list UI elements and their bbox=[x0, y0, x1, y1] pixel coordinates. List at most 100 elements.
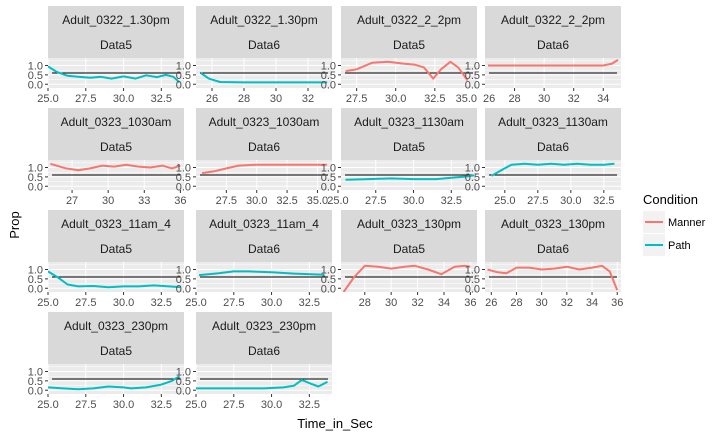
y-tick-label: 0.0 bbox=[321, 181, 336, 193]
y-tick-label: 1.0 bbox=[176, 265, 191, 277]
y-tick-label: 1.0 bbox=[28, 61, 43, 73]
y-tick-label: 1.0 bbox=[465, 163, 480, 175]
y-tick-label: 0.5 bbox=[321, 274, 336, 286]
facet-strip bbox=[48, 312, 184, 364]
facet-strip-label: Data6 bbox=[537, 140, 569, 154]
x-tick-label: 32.5 bbox=[276, 195, 297, 207]
x-tick-label: 30.0 bbox=[113, 399, 134, 411]
series-line-manner bbox=[487, 264, 619, 291]
x-tick-label: 27.5 bbox=[75, 297, 96, 309]
x-tick-label: 33 bbox=[138, 195, 150, 207]
series-line-path bbox=[345, 174, 475, 181]
facet-panel: Adult_0323_1030am Data5 0.00.51.0 27 30 33 36 bbox=[28, 108, 187, 207]
facet-strip bbox=[48, 210, 184, 262]
x-tick-label: 25.0 bbox=[37, 399, 58, 411]
series-line-manner bbox=[50, 162, 181, 172]
facet-strip bbox=[341, 210, 477, 262]
x-tick-label: 26 bbox=[206, 93, 218, 105]
facet-strip-label: Data5 bbox=[100, 140, 132, 154]
x-tick-label: 30.0 bbox=[113, 297, 134, 309]
y-tick-label: 0.5 bbox=[28, 274, 43, 286]
facet-strip bbox=[485, 6, 621, 58]
facet-strip-label: Data5 bbox=[100, 242, 132, 256]
facet-strip-label: Data5 bbox=[393, 38, 425, 52]
x-tick-label: 30.0 bbox=[113, 93, 134, 105]
series-line-path bbox=[198, 270, 325, 277]
facet-strip bbox=[341, 6, 477, 58]
x-tick-label: 32.5 bbox=[593, 195, 614, 207]
x-tick-label: 30 bbox=[102, 195, 114, 207]
facet-strip bbox=[485, 210, 621, 262]
facet-strip-label: Adult_0323_130pm bbox=[501, 217, 605, 231]
x-tick-label: 32.5 bbox=[151, 297, 172, 309]
x-tick-label: 32.5 bbox=[424, 93, 445, 105]
x-tick-label: 28 bbox=[510, 297, 522, 309]
facet-strip-label: Data6 bbox=[248, 344, 280, 358]
y-tick-label: 0.5 bbox=[465, 172, 480, 184]
x-tick-label: 34 bbox=[597, 93, 609, 105]
y-tick-label: 1.0 bbox=[321, 265, 336, 277]
x-tick-label: 25.0 bbox=[37, 297, 58, 309]
x-tick-label: 25.0 bbox=[494, 195, 515, 207]
x-tick-label: 32.5 bbox=[299, 399, 320, 411]
x-tick-label: 26 bbox=[485, 297, 497, 309]
facet-strip-label: Adult_0323_1030am bbox=[61, 115, 172, 129]
x-tick-label: 32.5 bbox=[299, 297, 320, 309]
y-tick-label: 0.0 bbox=[28, 181, 43, 193]
x-tick-label: 27.5 bbox=[527, 195, 548, 207]
facet-strip-label: Adult_0323_130pm bbox=[357, 217, 461, 231]
facet-strip-label: Adult_0322_2_2pm bbox=[357, 13, 461, 27]
x-tick-label: 28 bbox=[508, 93, 520, 105]
x-tick-label: 30.0 bbox=[261, 399, 282, 411]
x-tick-label: 30.0 bbox=[261, 297, 282, 309]
facet-strip-label: Adult_0323_230pm bbox=[64, 319, 168, 333]
x-tick-label: 28 bbox=[238, 93, 250, 105]
facet-strip-label: Adult_0323_11am_4 bbox=[209, 217, 319, 231]
y-tick-label: 1.0 bbox=[321, 163, 336, 175]
y-tick-label: 0.0 bbox=[465, 181, 480, 193]
x-tick-label: 26 bbox=[483, 93, 495, 105]
series-line-path bbox=[48, 375, 181, 391]
series-line-path bbox=[196, 378, 328, 390]
facet-strip-label: Data5 bbox=[100, 38, 132, 52]
y-tick-label: 0.0 bbox=[176, 283, 191, 295]
facet-strip-label: Data6 bbox=[248, 140, 280, 154]
facet-strip-label: Data6 bbox=[248, 242, 280, 256]
x-tick-label: 27 bbox=[66, 195, 78, 207]
x-tick-label: 27.5 bbox=[216, 195, 237, 207]
x-tick-label: 25.0 bbox=[327, 195, 348, 207]
y-tick-label: 1.0 bbox=[28, 265, 43, 277]
legend-title: Condition bbox=[643, 192, 698, 207]
legend-label-manner: Manner bbox=[668, 217, 706, 229]
facet-panel: Adult_0323_230pm Data5 0.00.51.0 25.0 27.5 30… bbox=[28, 312, 184, 411]
facet-strip bbox=[48, 6, 184, 58]
y-tick-label: 0.5 bbox=[465, 274, 480, 286]
y-axis-title: Prop bbox=[7, 211, 22, 238]
facet-strip-label: Data5 bbox=[100, 344, 132, 358]
facet-strip-label: Data5 bbox=[393, 140, 425, 154]
y-tick-label: 0.5 bbox=[321, 70, 336, 82]
y-tick-label: 0.5 bbox=[465, 70, 480, 82]
x-tick-label: 36 bbox=[611, 297, 623, 309]
y-tick-label: 1.0 bbox=[465, 61, 480, 73]
y-tick-label: 1.0 bbox=[28, 367, 43, 379]
facet-strip bbox=[196, 312, 332, 364]
x-tick-label: 34 bbox=[586, 297, 598, 309]
series-line-manner bbox=[342, 264, 471, 292]
y-tick-label: 0.0 bbox=[176, 181, 191, 193]
x-tick-label: 32 bbox=[302, 93, 314, 105]
x-tick-label: 30.0 bbox=[560, 195, 581, 207]
facet-panel: Adult_0323_1130am Data6 0.00.51.0 25.0 27.5 3… bbox=[465, 108, 621, 207]
facet-strip-label: Adult_0323_1030am bbox=[209, 115, 320, 129]
legend-label-path: Path bbox=[668, 240, 691, 252]
x-tick-label: 27.5 bbox=[223, 399, 244, 411]
x-tick-label: 30 bbox=[536, 297, 548, 309]
y-tick-label: 0.0 bbox=[176, 385, 191, 397]
x-tick-label: 28 bbox=[359, 297, 371, 309]
y-tick-label: 1.0 bbox=[28, 163, 43, 175]
series-line-manner bbox=[488, 59, 619, 67]
y-tick-label: 1.0 bbox=[176, 163, 191, 175]
